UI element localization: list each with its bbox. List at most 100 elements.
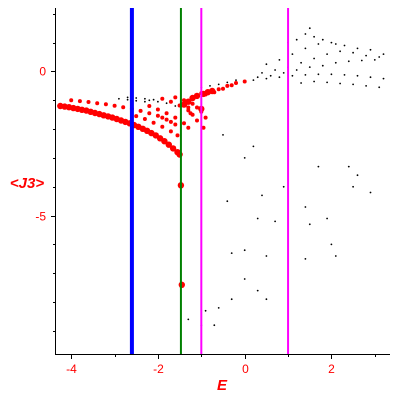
data-point <box>168 129 173 134</box>
data-point <box>186 125 191 130</box>
data-point <box>356 47 359 50</box>
data-point <box>369 48 372 51</box>
data-point <box>242 79 247 84</box>
data-point <box>274 220 276 223</box>
data-point <box>256 217 259 220</box>
data-point <box>339 50 341 53</box>
plot-area <box>57 8 385 354</box>
data-point <box>243 157 246 159</box>
data-point <box>212 90 217 95</box>
data-point <box>203 115 208 120</box>
data-point <box>144 100 146 103</box>
data-point <box>193 92 201 100</box>
data-point <box>208 89 212 94</box>
series-2 <box>69 79 247 138</box>
data-point <box>300 82 302 84</box>
data-point <box>373 59 376 61</box>
data-point <box>252 79 255 81</box>
data-point <box>230 252 233 255</box>
x-tick-label: 0 <box>242 362 249 376</box>
data-point <box>126 98 129 101</box>
data-point <box>118 97 120 100</box>
data-point <box>278 76 281 79</box>
data-point <box>356 74 359 77</box>
data-point <box>282 185 285 188</box>
data-point <box>222 134 224 136</box>
data-point <box>330 73 333 76</box>
data-point <box>182 98 186 103</box>
data-point <box>326 53 328 55</box>
data-point <box>112 103 117 108</box>
data-point <box>300 61 302 64</box>
data-point <box>160 96 165 101</box>
data-point <box>265 255 268 257</box>
data-point <box>304 47 307 50</box>
data-point <box>213 324 216 327</box>
data-point <box>378 56 381 58</box>
ticks: -4 -2 0 2 0 -5 <box>35 14 376 376</box>
data-point <box>173 122 178 127</box>
data-point <box>295 69 298 71</box>
x-tick-label: -4 <box>66 362 77 376</box>
data-point <box>321 38 324 41</box>
data-point <box>142 117 147 121</box>
data-point <box>261 72 263 74</box>
data-point <box>138 108 143 113</box>
data-point <box>291 74 294 77</box>
data-point <box>382 53 385 55</box>
data-point <box>152 98 155 101</box>
data-point <box>330 243 333 246</box>
data-point <box>365 54 367 57</box>
data-point <box>147 104 152 108</box>
data-point <box>369 76 372 79</box>
y-tick-label: 0 <box>39 65 46 79</box>
x-tick-label: 2 <box>328 362 335 376</box>
data-point <box>308 66 311 68</box>
data-point <box>155 113 160 118</box>
data-point <box>352 83 354 86</box>
data-point <box>234 81 238 85</box>
data-point <box>188 111 193 116</box>
data-point <box>135 97 138 99</box>
data-point <box>186 108 191 113</box>
data-point <box>69 98 74 103</box>
data-point <box>261 194 263 197</box>
data-point <box>204 309 207 312</box>
data-point <box>126 96 129 99</box>
data-point <box>121 105 126 110</box>
data-point <box>217 83 220 86</box>
data-point <box>221 86 225 91</box>
data-point <box>134 114 139 119</box>
data-point <box>243 278 246 280</box>
data-point <box>135 99 138 102</box>
data-point <box>278 59 281 61</box>
data-point <box>169 145 177 152</box>
data-point <box>161 138 168 145</box>
data-point <box>225 83 230 88</box>
data-point <box>334 61 337 64</box>
data-point <box>360 59 363 62</box>
data-point <box>334 255 337 257</box>
data-point <box>304 258 307 260</box>
data-point <box>186 105 191 110</box>
data-point <box>243 249 246 252</box>
data-point <box>168 99 173 104</box>
data-point <box>369 191 372 194</box>
data-point <box>269 74 272 77</box>
data-point <box>203 92 208 97</box>
data-point <box>235 79 237 81</box>
x-axis-title: E <box>217 377 228 394</box>
data-point <box>95 101 100 106</box>
data-point <box>209 85 211 87</box>
y-tick-label: -5 <box>35 210 46 224</box>
data-point <box>252 145 255 148</box>
data-point <box>330 41 333 44</box>
data-point <box>317 43 320 45</box>
data-point <box>195 105 199 110</box>
data-point <box>326 81 328 84</box>
data-point <box>339 82 341 85</box>
data-point <box>317 165 320 168</box>
data-point <box>160 124 165 129</box>
data-point <box>165 141 172 148</box>
